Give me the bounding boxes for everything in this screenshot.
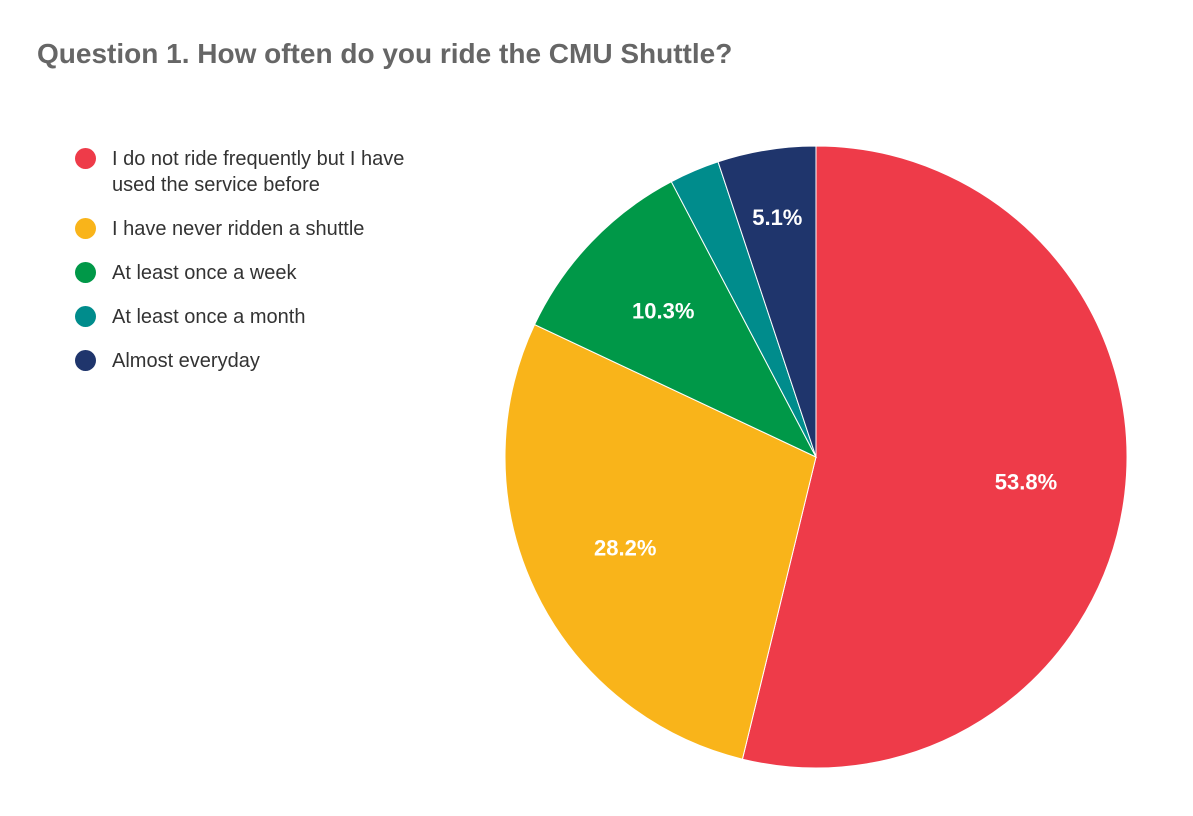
slice-data-label-1: 28.2% [594, 536, 656, 561]
legend-marker-4 [75, 350, 96, 371]
pie-slice-2 [533, 181, 818, 459]
legend-marker-1 [75, 218, 96, 239]
legend-marker-0 [75, 148, 96, 169]
pie-slice-4 [717, 145, 817, 458]
slice-data-label-4: 5.1% [752, 205, 802, 230]
legend-label-2: At least once a week [112, 262, 297, 284]
legend-item-3: At least once a month [75, 304, 475, 330]
legend-item-2: At least once a week [75, 260, 475, 286]
chart-title: Question 1. How often do you ride the CM… [37, 38, 733, 69]
pie-slice-0 [741, 145, 1128, 769]
legend-item-1: I have never ridden a shuttle [75, 216, 475, 242]
legend-item-4: Almost everyday [75, 348, 475, 374]
legend-label-0: I do not ride frequently but I have used… [112, 148, 405, 196]
legend-marker-3 [75, 306, 96, 327]
legend-marker-2 [75, 262, 96, 283]
pie-slice-1 [504, 323, 817, 760]
legend: I do not ride frequently but I have used… [75, 146, 475, 392]
legend-label-1: I have never ridden a shuttle [112, 218, 365, 240]
legend-label-3: At least once a month [112, 306, 306, 328]
slice-data-label-2: 10.3% [632, 298, 694, 323]
legend-label-4: Almost everyday [112, 350, 260, 372]
legend-item-0: I do not ride frequently but I have used… [75, 146, 475, 198]
slice-data-label-0: 53.8% [995, 470, 1057, 495]
